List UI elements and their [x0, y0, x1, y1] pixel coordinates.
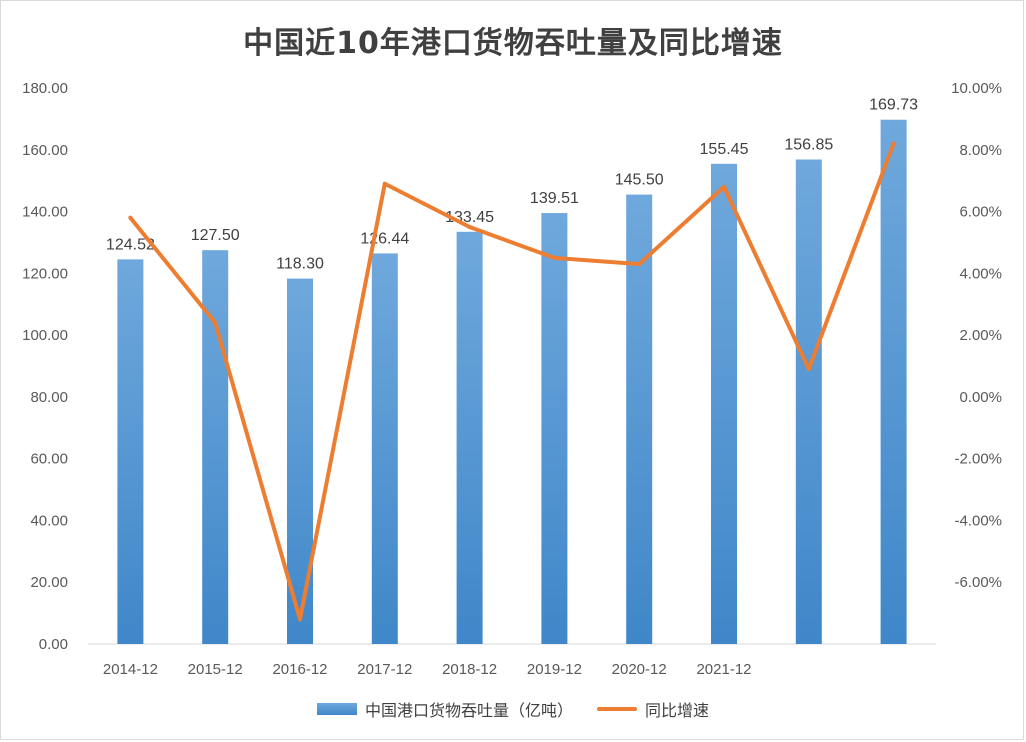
- bar: [456, 231, 483, 644]
- y-left-tick-label: 160.00: [22, 142, 68, 159]
- bar: [541, 213, 568, 645]
- bar-series: [117, 119, 907, 645]
- growth-line: [128, 141, 896, 622]
- bar: [371, 253, 398, 644]
- bar-data-label: 126.44: [360, 230, 409, 247]
- bar-data-label: 156.85: [784, 137, 833, 154]
- bar-data-labels: 124.52127.50118.30126.44133.45139.51145.…: [106, 97, 918, 273]
- bar: [626, 194, 653, 645]
- bar-data-label: 169.73: [869, 97, 918, 114]
- bar-data-label: 118.30: [276, 256, 324, 273]
- y-left-tick-label: 120.00: [22, 265, 68, 282]
- chart-title: 中国近10年港口货物吞吐量及同比增速: [243, 26, 783, 61]
- y-left-tick-label: 180.00: [22, 80, 68, 97]
- growth-point: [467, 225, 472, 229]
- y-left-tick-label: 40.00: [30, 512, 68, 529]
- y-left-tick-label: 80.00: [30, 389, 68, 406]
- y-right-tick-label: 0.00%: [959, 389, 1002, 406]
- legend-item-growth: 同比增速: [597, 697, 709, 721]
- bar-data-label: 124.52: [106, 236, 155, 253]
- bar-data-label: 127.50: [191, 227, 240, 244]
- legend-label-growth: 同比增速: [645, 701, 710, 720]
- bar: [795, 159, 822, 644]
- bar: [711, 163, 737, 645]
- bar-data-label: 145.50: [615, 172, 664, 189]
- y-left-tick-label: 60.00: [30, 451, 68, 468]
- legend-item-throughput: 中国港口货物吞吐量（亿吨）: [316, 697, 573, 721]
- x-tick-label: 2014-12: [103, 661, 158, 678]
- legend: 中国港口货物吞吐量（亿吨） 同比增速: [0, 697, 1026, 721]
- y-right-tick-label: 10.00%: [951, 80, 1002, 97]
- bar: [117, 259, 144, 644]
- growth-point: [382, 181, 387, 186]
- y-right-tick-label: 2.00%: [959, 327, 1002, 344]
- x-tick-label: 2015-12: [188, 661, 243, 678]
- x-tick-label: 2019-12: [527, 661, 582, 678]
- x-axis: 2014-12 2015-12 2016-12 2017-12 2018-12 2019-…: [88, 643, 936, 678]
- growth-point: [552, 255, 557, 260]
- bar: [880, 119, 907, 644]
- growth-point: [722, 184, 726, 189]
- growth-point: [891, 141, 896, 146]
- growth-point: [128, 215, 133, 220]
- x-tick-label: 2020-12: [612, 661, 667, 678]
- y-left-tick-label: 140.00: [22, 204, 68, 221]
- y-right-tick-label: -2.00%: [954, 451, 1002, 468]
- line-series: [128, 141, 896, 622]
- y-right-tick-label: 4.00%: [959, 265, 1002, 282]
- x-tick-label: 2017-12: [357, 661, 412, 678]
- growth-point: [298, 617, 302, 622]
- x-tick-label: 2018-12: [442, 661, 497, 678]
- legend-bar-swatch: [316, 703, 357, 715]
- y-right-tick-label: 6.00%: [959, 204, 1002, 221]
- x-tick-label: 2021-12: [696, 661, 751, 678]
- y-left-tick-label: 0.00: [39, 636, 68, 653]
- y-left-tick-label: 100.00: [22, 327, 68, 344]
- y-axis-left: 0.00 20.00 40.00 60.00 80.00 100.00 120.00 140.…: [22, 80, 68, 653]
- bar: [202, 250, 229, 644]
- y-axis-right: -6.00% -4.00% -2.00% 0.00% 2.00% 4.00% 6.00% 8.…: [951, 80, 1002, 591]
- x-tick-label: 2016-12: [272, 661, 327, 678]
- bar-data-label: 139.51: [530, 190, 579, 207]
- growth-point: [806, 367, 811, 372]
- legend-line-swatch: [597, 707, 637, 711]
- growth-point: [213, 320, 218, 325]
- y-left-tick-label: 20.00: [30, 574, 68, 591]
- y-right-tick-label: -4.00%: [954, 512, 1002, 529]
- y-right-tick-label: 8.00%: [959, 142, 1002, 159]
- growth-point: [637, 262, 642, 267]
- y-right-tick-label: -6.00%: [954, 574, 1002, 591]
- bar-data-label: 155.45: [700, 141, 749, 158]
- legend-label-throughput: 中国港口货物吞吐量（亿吨）: [364, 701, 573, 720]
